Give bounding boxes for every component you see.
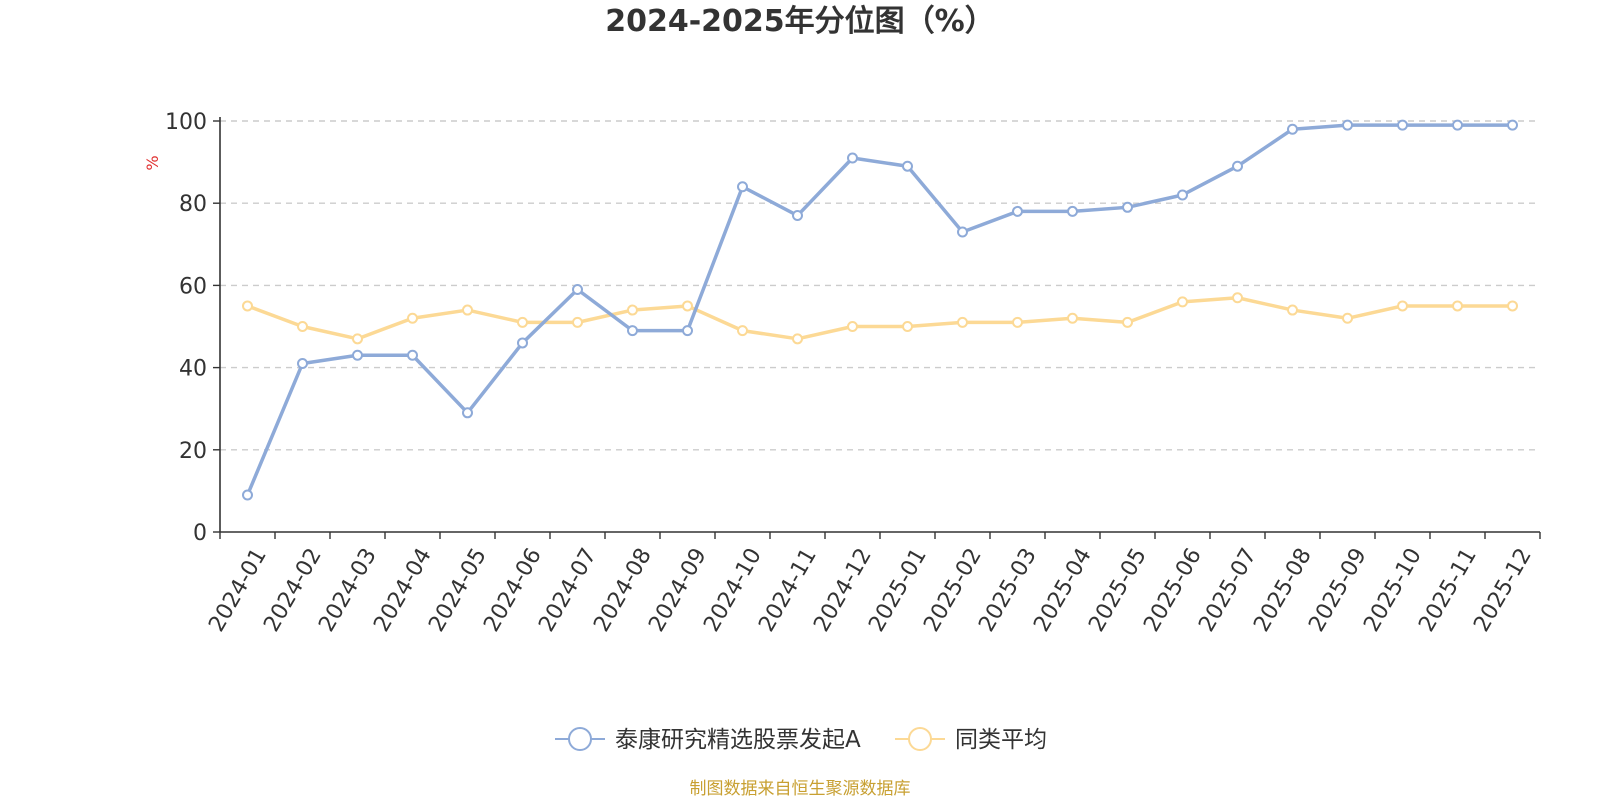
data-point[interactable] [1452, 300, 1463, 312]
legend-marker [568, 727, 592, 751]
data-point[interactable] [682, 300, 693, 312]
data-point[interactable] [627, 325, 638, 337]
data-point[interactable] [1177, 189, 1188, 201]
data-point[interactable] [1507, 300, 1518, 312]
y-tick-label: 80 [179, 192, 207, 217]
series-line-0 [245, 123, 1513, 496]
legend-item-1[interactable]: 同类平均 [895, 727, 1047, 753]
y-tick-label: 40 [179, 357, 207, 382]
series-layer [242, 119, 1518, 501]
data-point[interactable] [1232, 160, 1243, 172]
data-point[interactable] [572, 316, 583, 328]
y-tick-label: 0 [193, 521, 207, 546]
chart-title: 2024-2025年分位图（%） [605, 4, 995, 39]
data-point[interactable] [957, 316, 968, 328]
data-point[interactable] [792, 210, 803, 222]
data-point[interactable] [1012, 316, 1023, 328]
data-source-note: 制图数据来自恒生聚源数据库 [689, 779, 911, 799]
axis-layer: 0204060801002024-012024-022024-032024-04… [165, 110, 1541, 636]
series-line-1 [246, 295, 1513, 341]
data-point[interactable] [737, 181, 748, 193]
data-point[interactable] [407, 312, 418, 324]
data-point[interactable] [1507, 119, 1518, 131]
data-point[interactable] [957, 226, 968, 238]
data-point[interactable] [1177, 296, 1188, 308]
data-point[interactable] [517, 316, 528, 328]
data-point[interactable] [682, 325, 693, 337]
y-tick-label: 100 [165, 110, 207, 135]
data-point[interactable] [902, 321, 913, 332]
y-tick-label: 60 [179, 274, 207, 299]
data-point[interactable] [352, 349, 363, 361]
data-point[interactable] [1397, 119, 1408, 131]
data-point[interactable] [462, 304, 473, 316]
data-point[interactable] [572, 284, 583, 296]
y-tick-label: 20 [179, 439, 207, 464]
data-point[interactable] [1122, 201, 1133, 213]
data-point[interactable] [1012, 205, 1023, 217]
data-point[interactable] [462, 407, 473, 419]
data-point[interactable] [1067, 312, 1078, 324]
data-point[interactable] [1397, 300, 1408, 312]
data-point[interactable] [297, 357, 308, 369]
legend-marker [908, 727, 932, 751]
data-point[interactable] [1287, 304, 1298, 316]
data-point[interactable] [1232, 292, 1243, 304]
data-point[interactable] [352, 333, 363, 345]
data-point[interactable] [902, 160, 913, 172]
legend-item-0[interactable]: 泰康研究精选股票发起A [555, 727, 861, 753]
data-point[interactable] [242, 489, 253, 501]
legend-label: 泰康研究精选股票发起A [615, 727, 861, 753]
data-point[interactable] [1452, 119, 1463, 131]
data-point[interactable] [627, 304, 638, 316]
data-point[interactable] [297, 321, 308, 332]
data-point[interactable] [792, 333, 803, 345]
data-point[interactable] [1122, 316, 1133, 328]
data-point[interactable] [847, 321, 858, 332]
data-point[interactable] [242, 300, 253, 312]
data-point[interactable] [1342, 312, 1353, 324]
legend[interactable]: 泰康研究精选股票发起A 同类平均 [555, 727, 1047, 753]
data-point[interactable] [517, 337, 528, 349]
data-point[interactable] [407, 349, 418, 361]
data-point[interactable] [1287, 123, 1298, 135]
grid-layer [220, 120, 1540, 451]
data-point[interactable] [1342, 119, 1353, 131]
data-point[interactable] [1067, 205, 1078, 217]
y-axis-unit-label: % [143, 155, 162, 170]
legend-label: 同类平均 [955, 727, 1047, 753]
data-point[interactable] [847, 152, 858, 164]
data-point[interactable] [737, 325, 748, 337]
